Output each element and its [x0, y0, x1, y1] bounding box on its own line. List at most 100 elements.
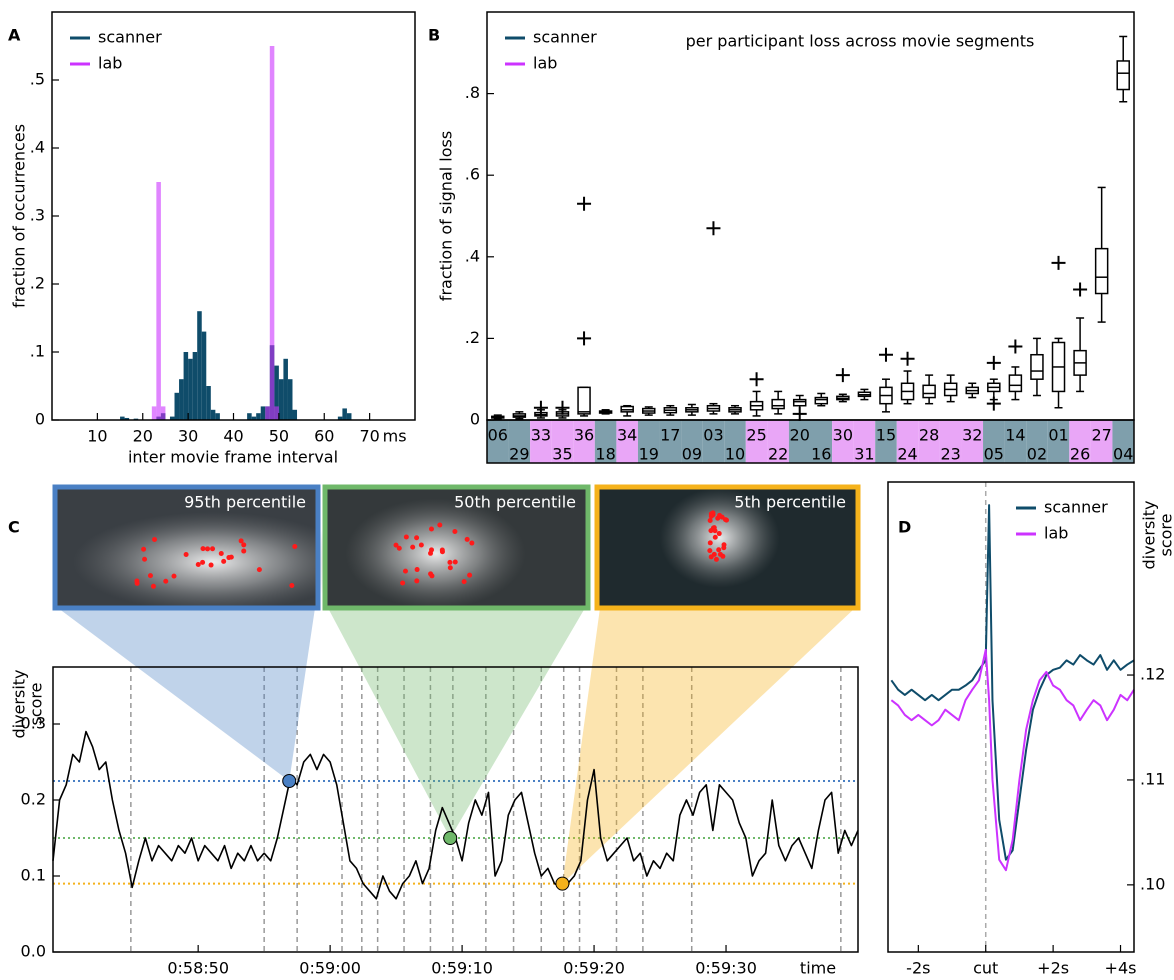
- box: [1008, 374, 1023, 393]
- bar: [160, 406, 166, 420]
- bar: [247, 413, 252, 420]
- bar: [251, 416, 257, 420]
- gaze-dot: [447, 559, 453, 565]
- y-tick-label: .11: [1140, 769, 1165, 788]
- category-cell: [551, 420, 574, 463]
- y-tick-label: 0.1: [21, 866, 46, 885]
- box: [577, 386, 591, 415]
- gaze-dot: [393, 542, 399, 548]
- legend-label: scanner: [533, 28, 597, 47]
- gaze-dot: [210, 546, 216, 552]
- gaze-dot: [464, 536, 470, 542]
- gaze-dot: [238, 538, 244, 544]
- panel-letter: B: [428, 26, 440, 45]
- bar: [197, 311, 202, 420]
- x-tick-label: 70: [359, 427, 379, 446]
- bar: [210, 409, 216, 420]
- gaze-dot: [200, 546, 206, 552]
- gaze-dot: [717, 551, 723, 557]
- x-tick-label: 0:59:10: [431, 959, 493, 978]
- category-cell: [616, 420, 638, 463]
- y-axis-label: fraction of occurrences: [10, 124, 29, 308]
- percentile-fan: [58, 608, 315, 781]
- panel-letter: A: [8, 26, 21, 45]
- gaze-dot: [447, 565, 453, 571]
- category-cell: [918, 420, 940, 463]
- gaze-dot: [141, 546, 147, 552]
- box: [771, 398, 785, 410]
- gaze-dot: [461, 579, 467, 585]
- gaze-dot: [414, 567, 420, 573]
- flier: [1051, 255, 1066, 270]
- y-tick-label: .1: [30, 342, 45, 361]
- gaze-dot: [439, 549, 445, 555]
- gaze-dot: [721, 542, 727, 548]
- gaze-dot: [716, 531, 722, 537]
- gaze-dot: [712, 534, 718, 540]
- category-cell: [702, 420, 725, 463]
- gaze-dot: [142, 556, 148, 562]
- bar: [120, 416, 125, 420]
- gaze-dot: [707, 548, 713, 554]
- category-cell: [745, 420, 768, 463]
- flier: [577, 331, 592, 346]
- y-tick-label: .12: [1140, 665, 1165, 684]
- category-cell: [788, 420, 811, 463]
- category-cell: [573, 420, 595, 463]
- y-axis-label: diversity: [10, 669, 29, 738]
- x-tick-label: 10: [87, 427, 107, 446]
- bar: [169, 416, 175, 420]
- category-cell: [1112, 420, 1134, 463]
- gaze-dot: [414, 535, 420, 541]
- category-cell: [1069, 420, 1091, 463]
- category-cell: [1004, 420, 1027, 463]
- category-cell: [508, 420, 531, 463]
- y-axis-label: diversity: [1140, 500, 1159, 569]
- category-cell: [659, 420, 682, 463]
- flier: [835, 368, 850, 383]
- gaze-dot: [414, 578, 420, 584]
- legend-label: lab: [533, 54, 557, 73]
- gaze-dot: [152, 537, 158, 543]
- category-cell: [724, 420, 746, 463]
- flier: [878, 347, 893, 362]
- gaze-dot: [410, 544, 416, 550]
- gaze-dot: [241, 548, 247, 554]
- category-label: 24: [897, 445, 917, 464]
- y-axis-label: fraction of signal loss: [437, 131, 456, 301]
- category-cell: [681, 420, 703, 463]
- category-cell: [1090, 420, 1113, 463]
- gaze-dot: [228, 554, 234, 560]
- thumbnail-frame: [594, 484, 861, 611]
- gaze-dot: [292, 543, 298, 549]
- category-cell: [767, 420, 789, 463]
- y-tick-label: .8: [465, 83, 480, 102]
- category-label: 28: [919, 426, 939, 445]
- thumbnail-frame: [52, 484, 321, 611]
- y-tick-label: 0.0: [21, 942, 46, 961]
- category-label: 23: [941, 445, 961, 464]
- thumbnail-glow: [72, 512, 353, 613]
- gaze-dot: [221, 558, 227, 564]
- category-cell: [594, 420, 617, 463]
- gaze-dot: [163, 578, 169, 584]
- category-label: 34: [617, 426, 637, 445]
- category-cell: [961, 420, 984, 463]
- category-label: 06: [488, 426, 508, 445]
- gaze-dot: [403, 534, 409, 540]
- y-axis-label: score: [1157, 514, 1174, 557]
- bar: [283, 358, 288, 420]
- category-label: 35: [552, 445, 572, 464]
- thumbnail-label: 50th percentile: [454, 493, 576, 512]
- gaze-dot: [147, 573, 153, 579]
- gaze-dot: [396, 545, 402, 551]
- category-label: 31: [854, 445, 874, 464]
- category-label: 30: [833, 426, 853, 445]
- bar: [292, 409, 298, 420]
- gaze-dot: [713, 556, 719, 562]
- y-tick-label: 0.2: [21, 790, 46, 809]
- flier: [792, 406, 807, 421]
- plot-frame: [887, 481, 1135, 953]
- bar: [278, 379, 284, 420]
- box: [1094, 247, 1109, 295]
